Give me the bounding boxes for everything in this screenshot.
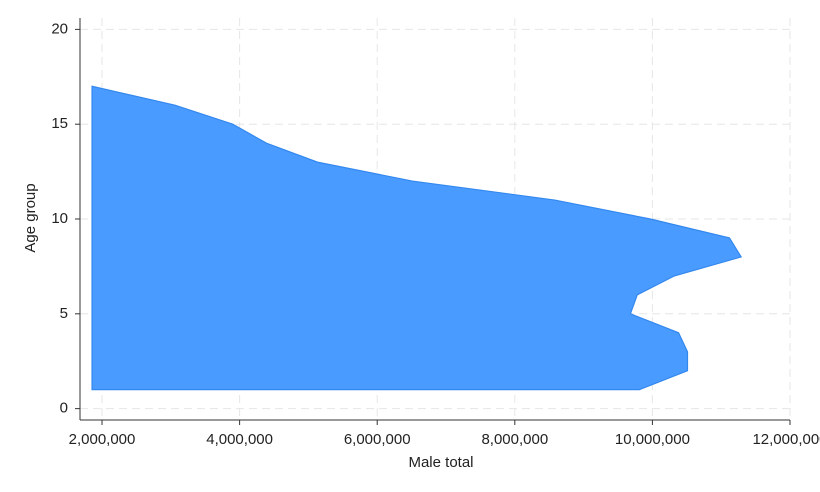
y-tick-label: 5 [60,305,68,322]
y-tick-label: 10 [51,210,68,227]
x-tick-label: 8,000,000 [481,431,548,448]
y-tick-label: 15 [51,115,68,132]
x-axis-label: Male total [408,454,473,471]
x-tick-label: 2,000,000 [69,431,136,448]
y-axis-label: Age group [22,183,39,252]
y-tick-label: 0 [60,400,68,417]
x-tick-label: 4,000,000 [206,431,273,448]
x-tick-label: 12,000,000 [752,431,820,448]
area [91,85,743,391]
x-tick-label: 6,000,000 [344,431,411,448]
y-tick-label: 20 [51,20,68,37]
x-tick-label: 10,000,000 [615,431,690,448]
